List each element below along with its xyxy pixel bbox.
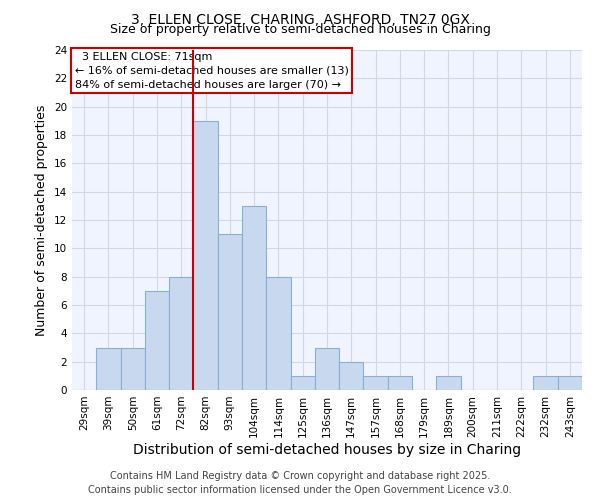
Bar bbox=[533, 376, 558, 390]
Bar bbox=[266, 276, 290, 390]
Bar bbox=[96, 348, 121, 390]
Bar bbox=[290, 376, 315, 390]
Bar bbox=[339, 362, 364, 390]
Bar bbox=[364, 376, 388, 390]
Bar bbox=[558, 376, 582, 390]
Bar bbox=[193, 121, 218, 390]
Bar bbox=[145, 291, 169, 390]
Bar bbox=[121, 348, 145, 390]
Bar bbox=[315, 348, 339, 390]
X-axis label: Distribution of semi-detached houses by size in Charing: Distribution of semi-detached houses by … bbox=[133, 442, 521, 456]
Text: 3, ELLEN CLOSE, CHARING, ASHFORD, TN27 0GX: 3, ELLEN CLOSE, CHARING, ASHFORD, TN27 0… bbox=[131, 12, 469, 26]
Text: 3 ELLEN CLOSE: 71sqm
← 16% of semi-detached houses are smaller (13)
84% of semi-: 3 ELLEN CLOSE: 71sqm ← 16% of semi-detac… bbox=[74, 52, 349, 90]
Bar bbox=[436, 376, 461, 390]
Bar bbox=[218, 234, 242, 390]
Bar bbox=[169, 276, 193, 390]
Text: Contains HM Land Registry data © Crown copyright and database right 2025.
Contai: Contains HM Land Registry data © Crown c… bbox=[88, 471, 512, 495]
Text: Size of property relative to semi-detached houses in Charing: Size of property relative to semi-detach… bbox=[110, 22, 490, 36]
Y-axis label: Number of semi-detached properties: Number of semi-detached properties bbox=[35, 104, 49, 336]
Bar bbox=[242, 206, 266, 390]
Bar bbox=[388, 376, 412, 390]
